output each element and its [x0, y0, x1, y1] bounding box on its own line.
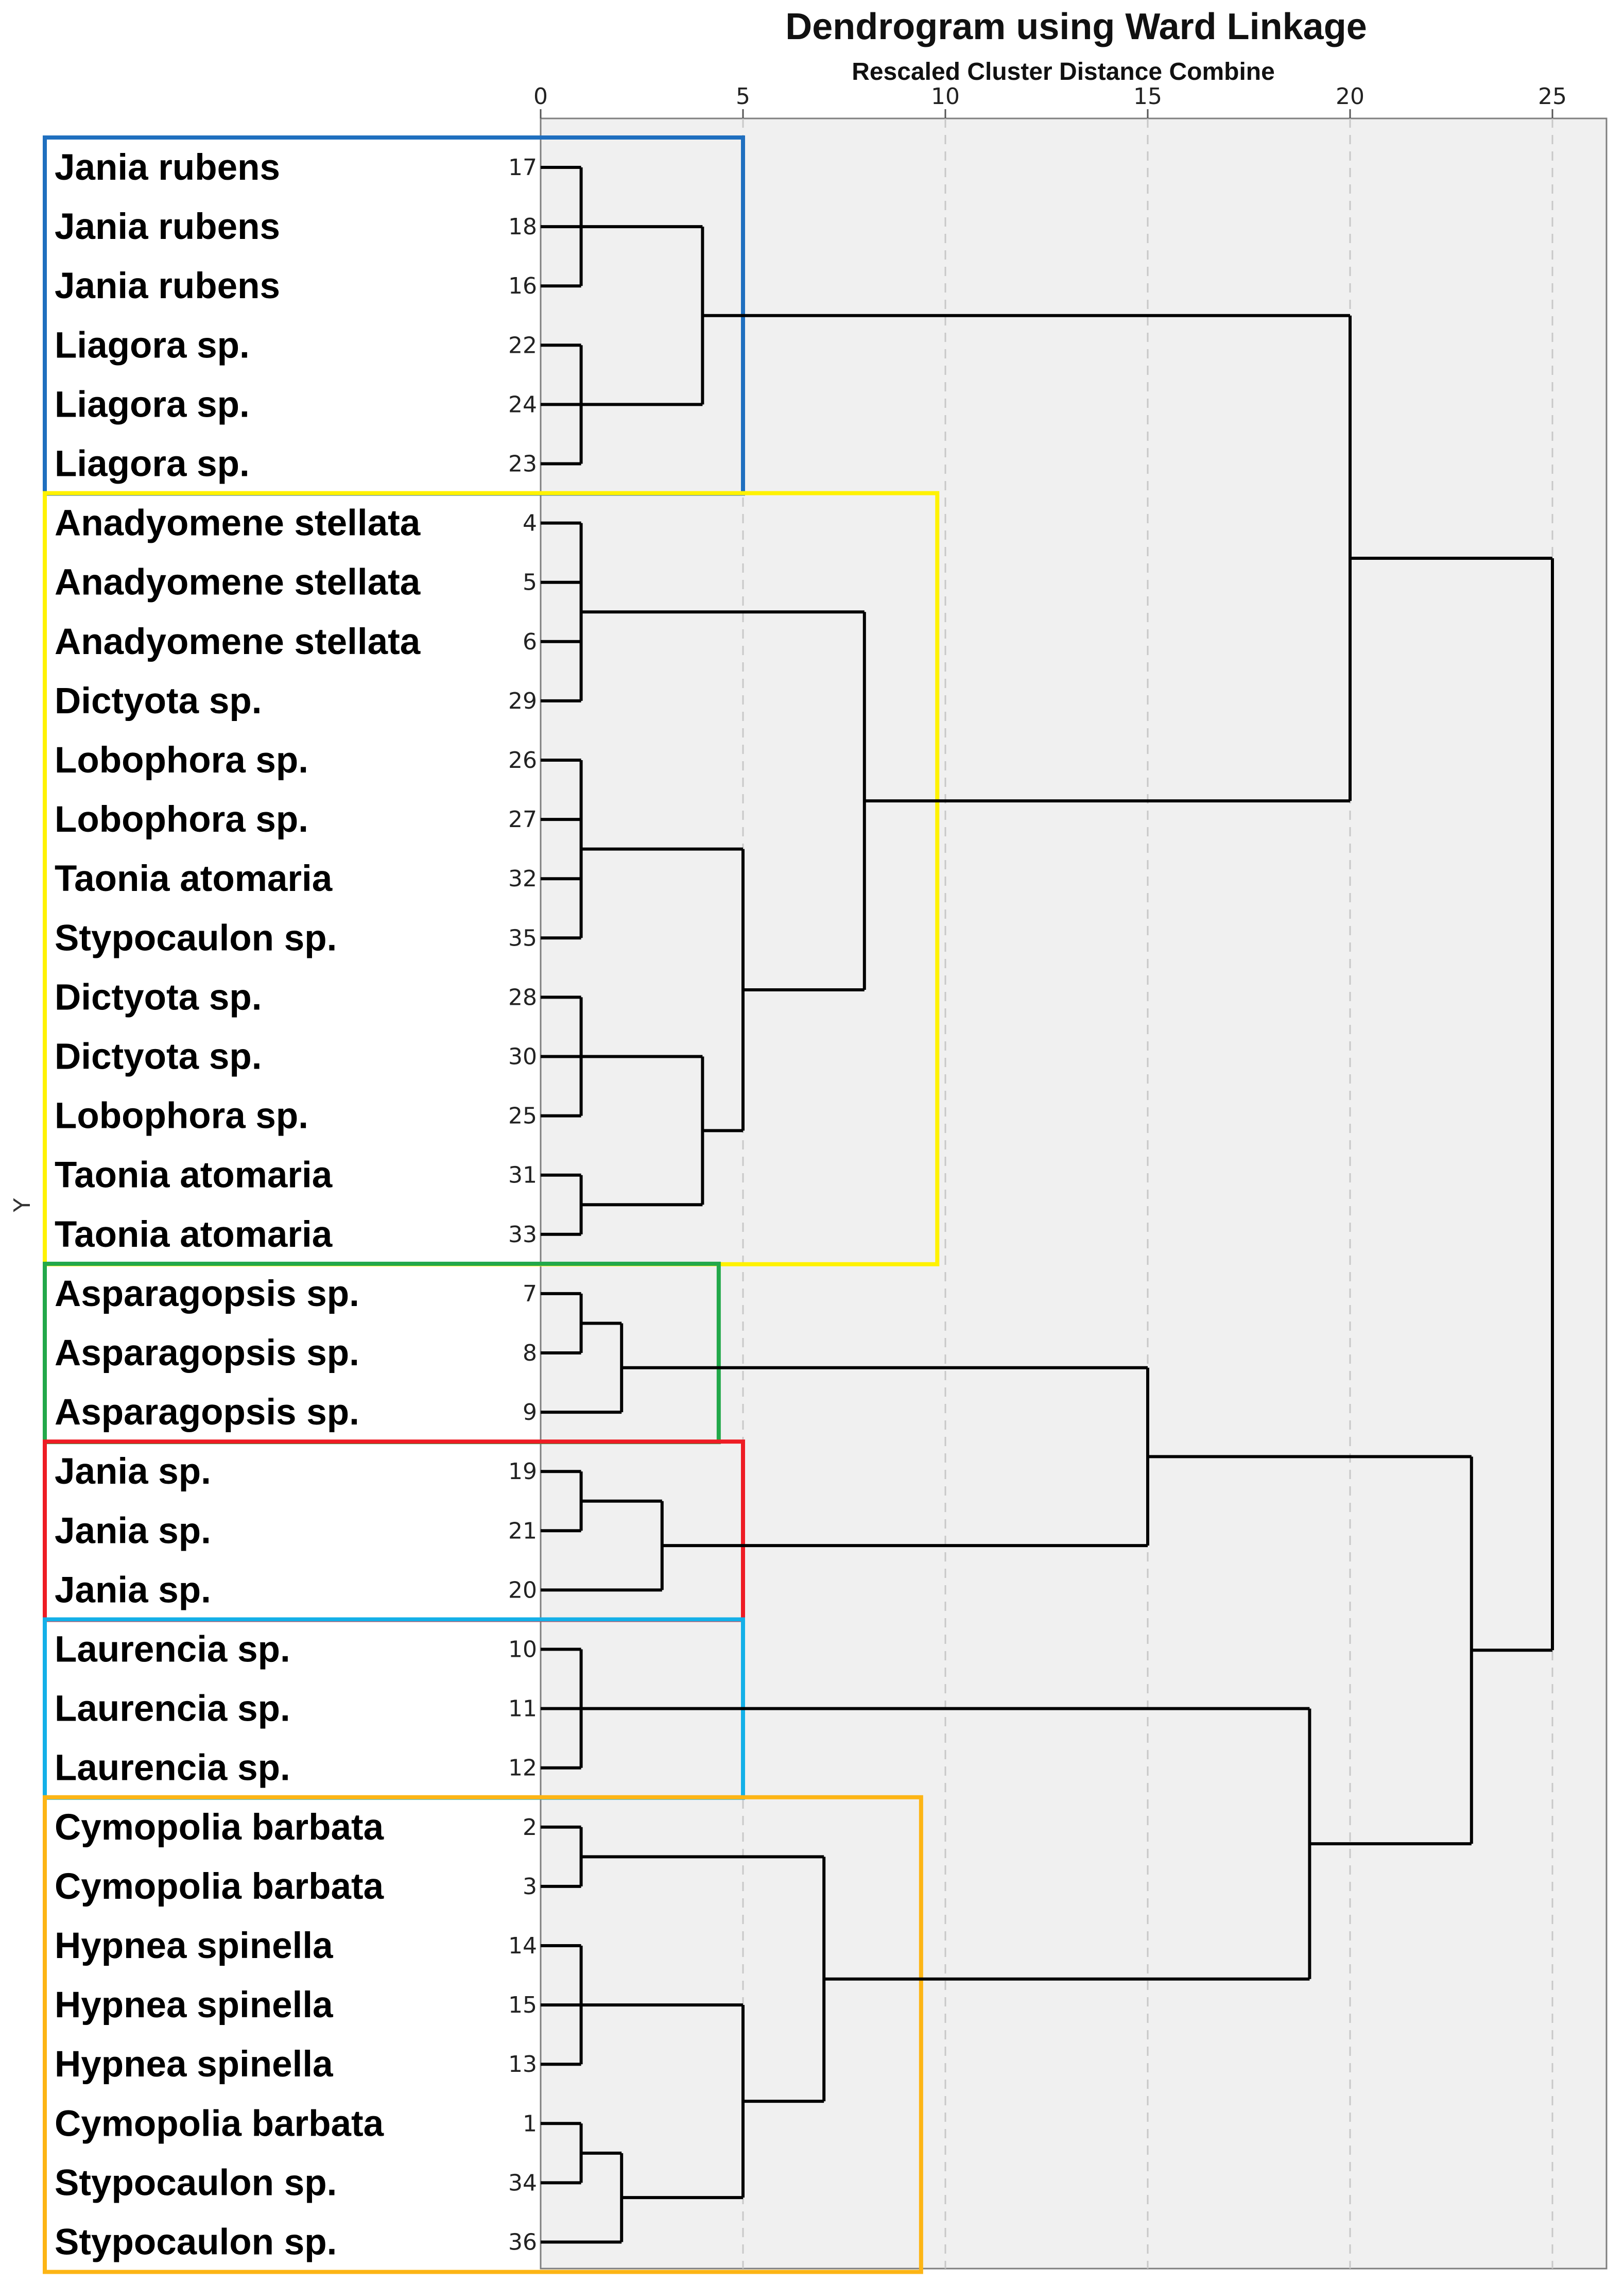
case-number: 22	[508, 332, 537, 358]
leaf-label: Lobophora sp.	[55, 799, 308, 840]
case-number: 12	[508, 1755, 537, 1781]
leaf-label: Stypocaulon sp.	[55, 2162, 337, 2203]
case-number: 7	[523, 1281, 537, 1307]
x-tick-label: 15	[1133, 83, 1162, 110]
leaf-label: Liagora sp.	[55, 325, 250, 366]
chart-title: Dendrogram using Ward Linkage	[785, 6, 1367, 47]
case-number: 8	[523, 1340, 537, 1366]
leaf-label: Dictyota sp.	[55, 681, 262, 722]
leaf-label: Lobophora sp.	[55, 740, 308, 781]
leaf-label: Asparagopsis sp.	[55, 1274, 359, 1314]
leaf-label: Asparagopsis sp.	[55, 1333, 359, 1374]
leaf-label: Cymopolia barbata	[55, 1866, 384, 1907]
case-number: 34	[508, 2170, 537, 2196]
cluster-group-box	[43, 1795, 923, 2274]
leaf-label: Hypnea spinella	[55, 1985, 333, 2025]
x-axis-ticks: 0 5 10 15 20 25	[533, 83, 1567, 118]
leaf-label: Taonia atomaria	[55, 859, 333, 899]
leaf-label: Jania sp.	[55, 1510, 211, 1551]
leaf-label: Taonia atomaria	[55, 1214, 333, 1255]
case-number: 24	[508, 391, 537, 418]
case-number: 14	[508, 1933, 537, 1959]
case-number: 20	[508, 1577, 537, 1603]
leaf-label: Liagora sp.	[55, 384, 250, 425]
leaf-label: Cymopolia barbata	[55, 1807, 384, 1848]
case-number: 36	[508, 2229, 537, 2256]
leaf-label: Jania sp.	[55, 1451, 211, 1492]
leaf-label: Stypocaulon sp.	[55, 2222, 337, 2263]
x-tick-label: 10	[931, 83, 960, 110]
leaf-label: Jania rubens	[55, 266, 280, 306]
case-number: 19	[508, 1458, 537, 1485]
case-number: 1	[523, 2110, 537, 2137]
case-number: 6	[523, 629, 537, 655]
case-number: 35	[508, 925, 537, 951]
leaf-label: Laurencia sp.	[55, 1689, 290, 1729]
leaf-label: Laurencia sp.	[55, 1629, 290, 1670]
case-number: 33	[508, 1222, 537, 1248]
x-tick-label: 0	[533, 83, 548, 110]
chart-subtitle: Rescaled Cluster Distance Combine	[852, 58, 1275, 85]
leaf-label: Liagora sp.	[55, 444, 250, 485]
case-number: 28	[508, 984, 537, 1010]
leaf-label: Laurencia sp.	[55, 1748, 290, 1789]
plot-background	[540, 117, 1608, 2270]
case-number: 23	[508, 451, 537, 477]
leaf-label: Anadyomene stellata	[55, 503, 421, 544]
case-number: 31	[508, 1162, 537, 1189]
case-number: 5	[523, 570, 537, 596]
case-number: 18	[508, 214, 537, 240]
leaf-label: Cymopolia barbata	[55, 2103, 384, 2144]
x-tick-label: 20	[1336, 83, 1364, 110]
case-number: 3	[523, 1874, 537, 1900]
case-number: 9	[523, 1399, 537, 1426]
leaf-label: Dictyota sp.	[55, 977, 262, 1018]
case-number: 32	[508, 866, 537, 892]
leaf-label: Jania rubens	[55, 207, 280, 247]
leaf-label: Lobophora sp.	[55, 1096, 308, 1137]
case-number: 30	[508, 1044, 537, 1070]
leaf-label: Asparagopsis sp.	[55, 1392, 359, 1433]
branches	[541, 166, 1554, 2244]
case-number: 11	[508, 1696, 537, 1722]
x-tick-label: 5	[736, 83, 750, 110]
leaf-label: Anadyomene stellata	[55, 622, 421, 662]
case-number: 27	[508, 806, 537, 833]
leaf-label: Jania rubens	[55, 147, 280, 188]
case-number: 17	[508, 155, 537, 181]
case-number: 21	[508, 1518, 537, 1544]
case-number: 10	[508, 1637, 537, 1663]
case-number: 4	[523, 510, 537, 537]
leaf-label: Stypocaulon sp.	[55, 918, 337, 958]
leaf-label: Jania sp.	[55, 1570, 211, 1610]
case-number: 15	[508, 1992, 537, 2018]
case-number: 26	[508, 747, 537, 774]
x-tick-label: 25	[1538, 83, 1567, 110]
case-number: 2	[523, 1814, 537, 1841]
case-number: 16	[508, 273, 537, 299]
leaf-label: Taonia atomaria	[55, 1155, 333, 1196]
y-axis-label: Y	[9, 1198, 36, 1212]
leaf-label: Hypnea spinella	[55, 2044, 333, 2085]
case-number: 25	[508, 1103, 537, 1129]
case-number: 13	[508, 2051, 537, 2078]
leaf-label: Hypnea spinella	[55, 1926, 333, 1966]
case-number: 29	[508, 688, 537, 714]
leaf-label: Dictyota sp.	[55, 1037, 262, 1077]
leaf-label: Anadyomene stellata	[55, 562, 421, 603]
